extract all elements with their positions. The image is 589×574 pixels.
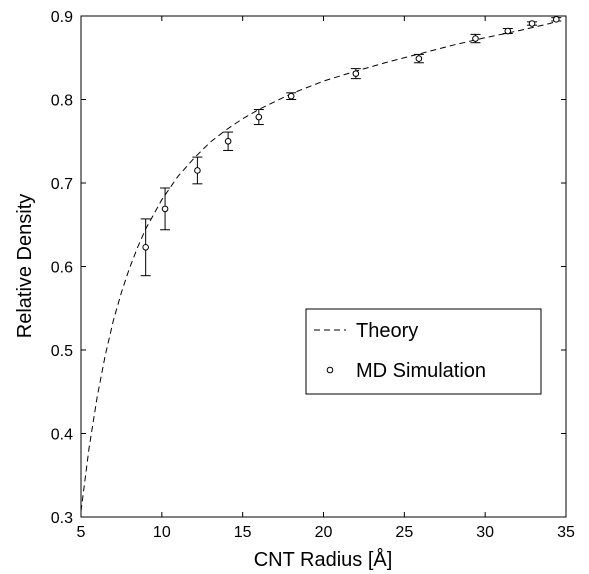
x-tick-label: 10 [153,524,171,541]
md-marker [472,35,479,42]
md-simulation-series [140,16,562,277]
md-data-point [223,131,234,151]
x-axis-label: CNT Radius [Å] [254,548,393,571]
md-data-point [253,109,264,126]
md-marker [415,55,423,62]
y-tick-label: 0.7 [51,176,73,193]
md-data-point [192,156,203,185]
plot-area [80,15,567,518]
md-marker [224,137,232,145]
md-data-point [502,27,513,35]
md-data-point [413,53,424,64]
legend-theory-label: Theory [356,320,418,342]
md-marker [255,113,263,121]
y-tick-label: 0.4 [51,427,73,444]
legend-md-marker [326,366,334,374]
md-marker [142,243,149,251]
x-tick-label: 5 [77,524,86,541]
y-tick-label: 0.5 [51,343,73,360]
md-data-point [140,218,151,277]
md-marker [161,205,169,213]
legend: Theory MD Simulation [305,308,542,395]
y-tick-label: 0.6 [51,260,73,277]
y-tick-label: 0.8 [51,93,73,110]
x-tick-label: 25 [395,524,413,541]
x-tick-label: 30 [476,524,494,541]
md-data-point [470,33,481,44]
md-marker [352,70,360,77]
y-axis-label: Relative Density [14,194,36,339]
x-tick-label: 20 [315,524,333,541]
legend-box [305,308,542,395]
md-data-point [527,20,538,27]
md-marker [528,20,536,27]
y-tick-label: 0.3 [51,510,73,527]
md-data-point [286,92,297,100]
md-data-point [160,187,171,231]
md-marker [553,16,560,23]
x-tick-label: 15 [234,524,252,541]
md-data-point [350,68,361,80]
md-data-point [551,16,562,23]
legend-md-label: MD Simulation [356,360,486,382]
md-marker [194,167,201,174]
axis-ticks: 5 10 15 20 25 30 35 0.3 0.4 0.5 0.6 0.7 0.8 0.9 [51,9,575,541]
x-tick-label: 35 [557,524,575,541]
md-marker [504,27,512,35]
md-marker [287,92,295,100]
y-tick-label: 0.9 [51,9,73,26]
